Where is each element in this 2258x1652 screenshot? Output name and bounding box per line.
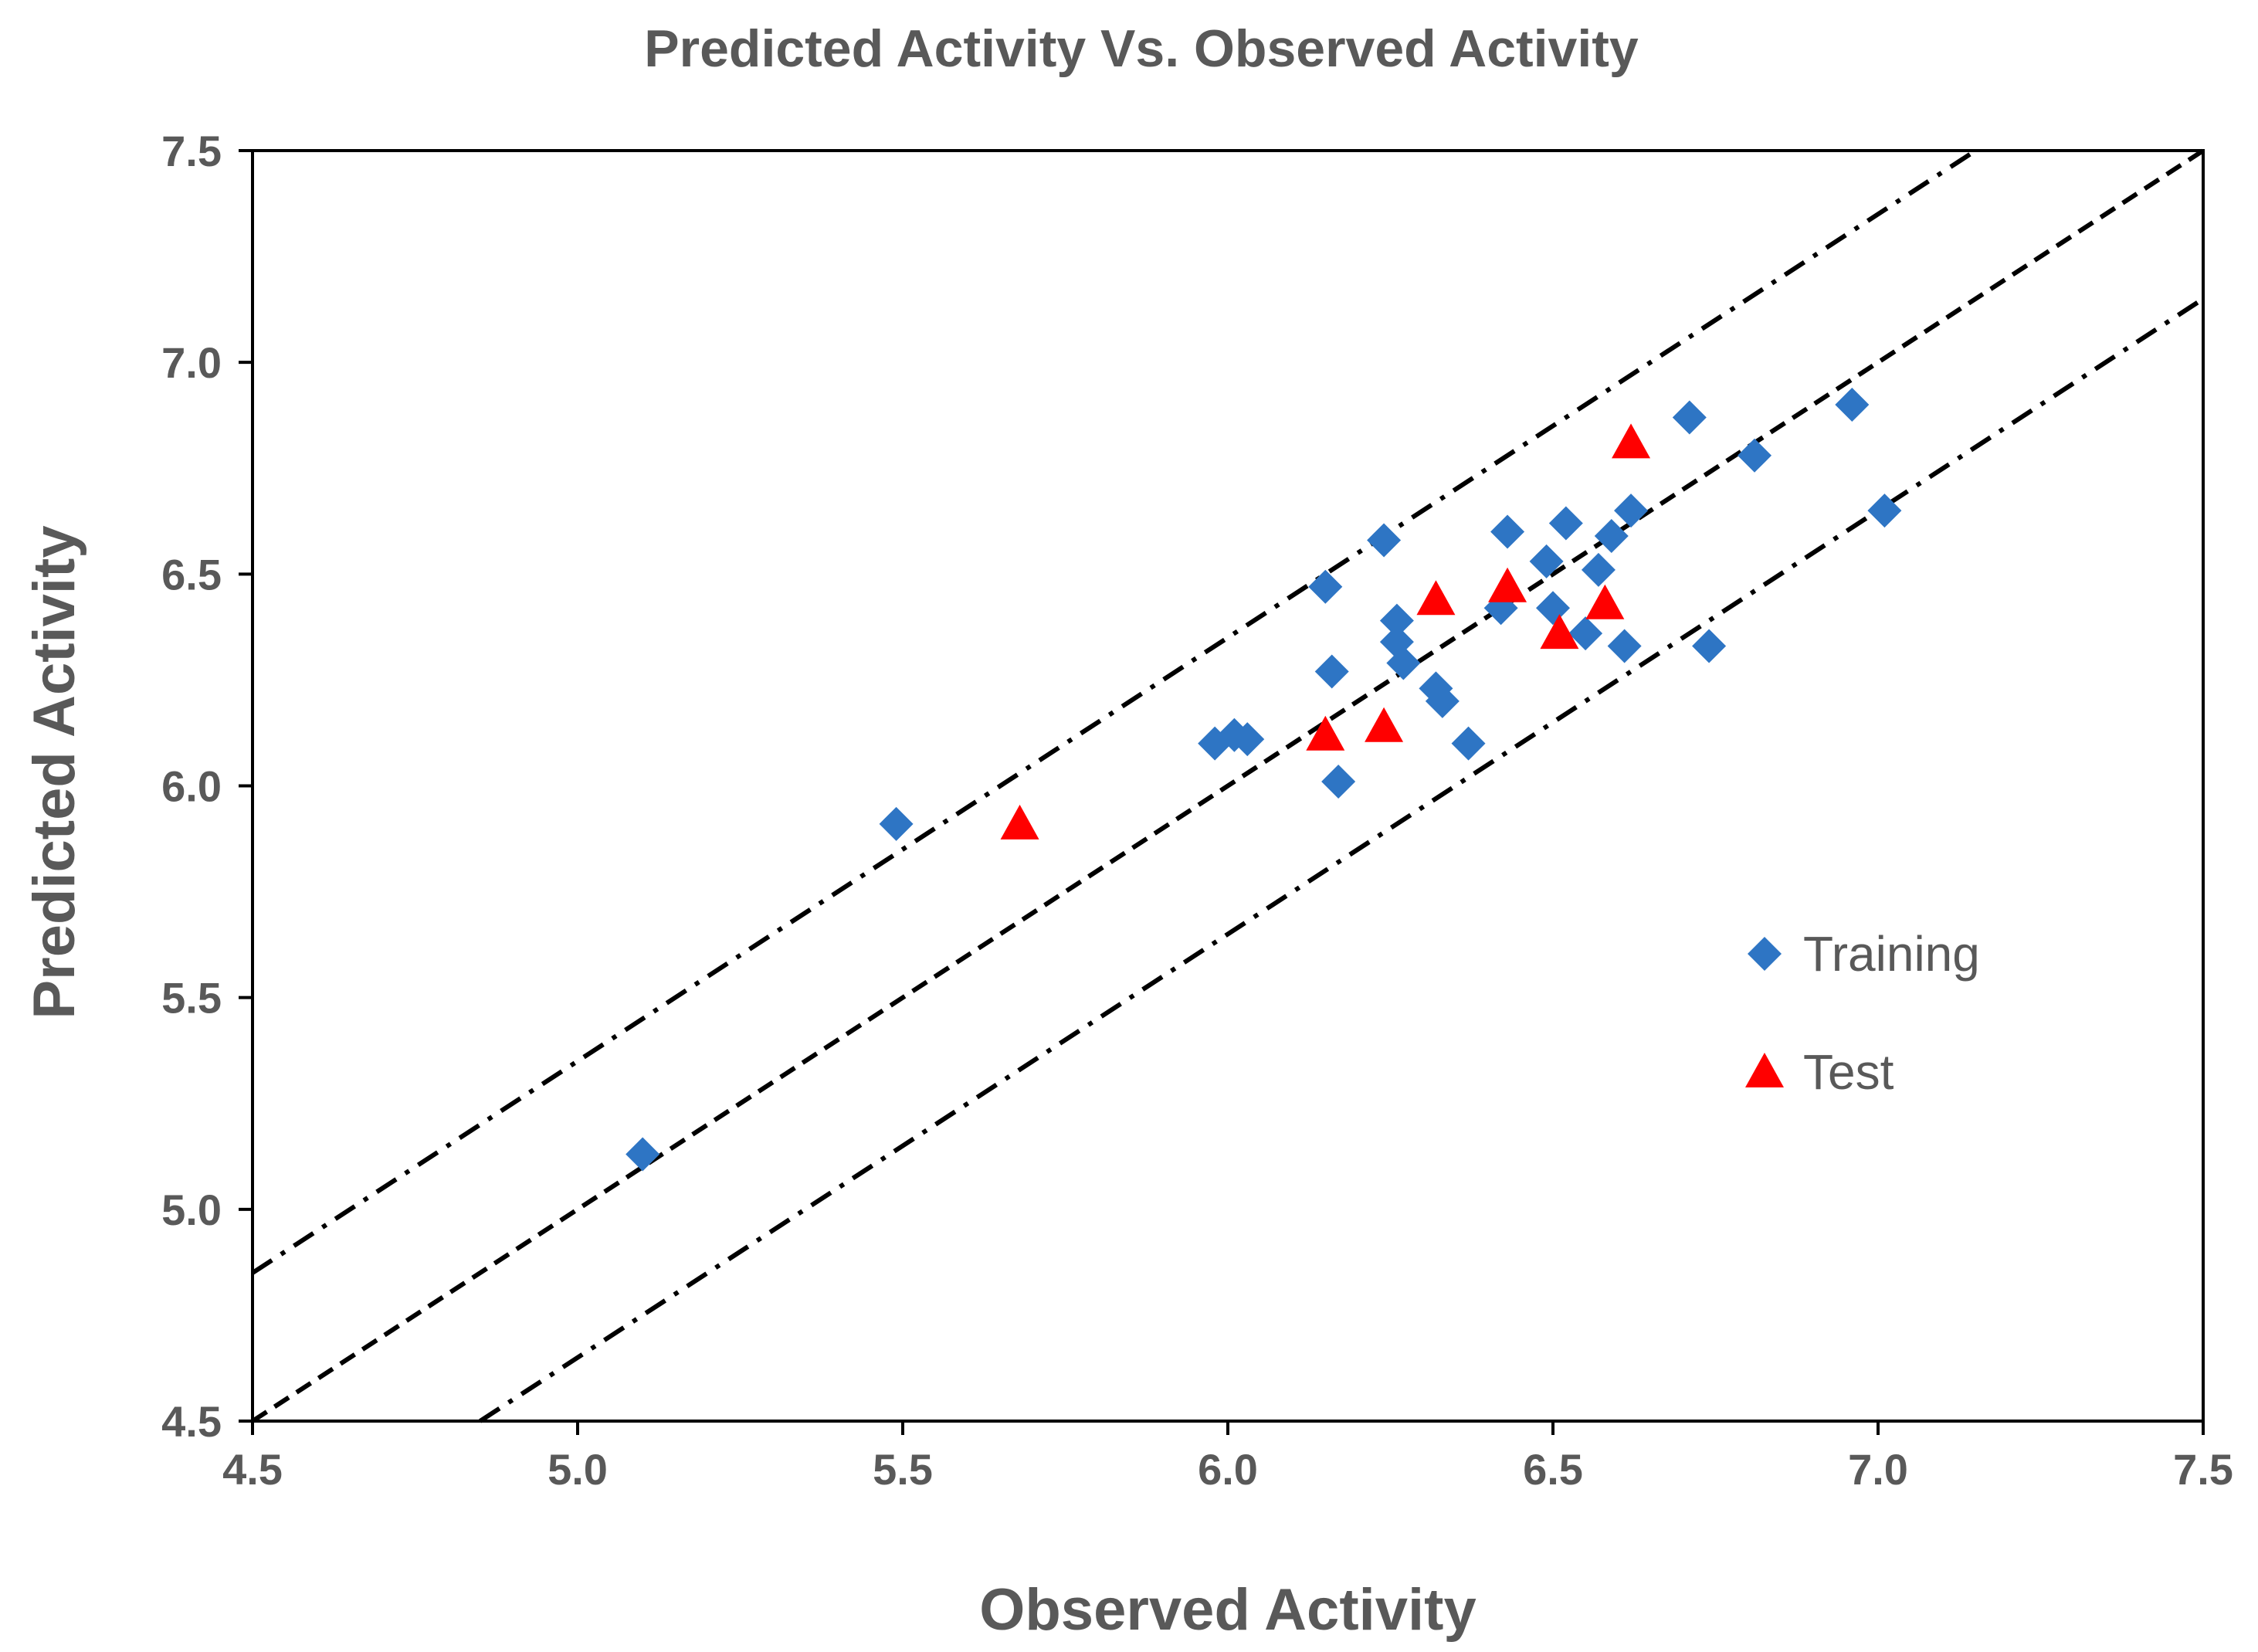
training-point — [1692, 629, 1727, 663]
training-point — [1367, 523, 1402, 558]
legend-marker-test — [1745, 1053, 1784, 1087]
training-point — [626, 1137, 660, 1172]
y-tick-label: 7.5 — [161, 127, 222, 175]
test-point — [1306, 715, 1345, 751]
x-tick-label: 7.0 — [1848, 1445, 1908, 1494]
series-training — [626, 388, 1902, 1172]
reference-line-lower-bound — [479, 297, 2205, 1423]
reference-line-identity — [251, 148, 2205, 1423]
training-point — [1548, 506, 1583, 541]
training-point — [1672, 400, 1707, 435]
training-point — [1581, 552, 1616, 587]
training-point — [1738, 438, 1772, 473]
y-tick-label: 4.5 — [161, 1397, 222, 1446]
y-tick-label: 7.0 — [161, 338, 222, 387]
test-point — [1585, 584, 1625, 619]
training-point — [1614, 494, 1649, 528]
test-point — [1416, 580, 1456, 616]
training-point — [1425, 684, 1460, 718]
x-tick-label: 7.5 — [2173, 1445, 2233, 1494]
x-tick-label: 6.0 — [1198, 1445, 1258, 1494]
training-point — [1867, 494, 1902, 528]
training-point — [1536, 591, 1570, 626]
training-point — [1568, 616, 1603, 651]
training-point — [1386, 646, 1421, 680]
x-tick-label: 5.5 — [873, 1445, 933, 1494]
test-point — [1612, 423, 1651, 459]
training-point — [1230, 722, 1265, 757]
training-point — [1314, 654, 1349, 689]
training-point — [1607, 629, 1642, 663]
reference-line-upper-bound — [251, 148, 1977, 1275]
training-point — [1835, 388, 1870, 422]
training-point — [1321, 765, 1356, 799]
training-point — [1490, 514, 1525, 549]
y-tick-label: 6.0 — [161, 762, 222, 811]
legend-label-test: Test — [1803, 1044, 1894, 1100]
y-tick-label: 5.5 — [161, 974, 222, 1023]
y-axis-title: Predicted Activity — [22, 525, 87, 1019]
series-test — [1000, 423, 1651, 840]
training-point — [1308, 569, 1343, 604]
training-point — [1379, 603, 1414, 638]
x-axis-title: Observed Activity — [979, 1577, 1476, 1643]
training-point — [879, 806, 914, 841]
y-axis-ticks: 4.5 5.0 5.5 6.0 6.5 7.0 7.5 — [161, 127, 253, 1446]
y-tick-label: 6.5 — [161, 550, 222, 599]
chart-title: Predicted Activity Vs. Observed Activity — [644, 19, 1639, 78]
x-tick-label: 4.5 — [222, 1445, 283, 1494]
training-point — [1529, 544, 1564, 578]
x-axis-ticks: 4.5 5.0 5.5 6.0 6.5 7.0 7.5 — [222, 1421, 2233, 1494]
test-point — [1488, 567, 1527, 602]
x-tick-label: 5.0 — [548, 1445, 608, 1494]
reference-lines — [251, 148, 2205, 1423]
training-point — [1451, 726, 1486, 761]
test-point — [1540, 614, 1579, 650]
test-point — [1365, 707, 1404, 742]
y-tick-label: 5.0 — [161, 1186, 222, 1234]
x-tick-label: 6.5 — [1523, 1445, 1583, 1494]
legend: Training Test — [1745, 926, 1980, 1100]
plot-area-border — [251, 149, 2205, 1423]
data-points — [626, 388, 1902, 1172]
legend-label-training: Training — [1803, 926, 1980, 982]
legend-marker-training — [1748, 937, 1782, 971]
training-point — [1594, 518, 1629, 553]
test-point — [1000, 804, 1039, 840]
